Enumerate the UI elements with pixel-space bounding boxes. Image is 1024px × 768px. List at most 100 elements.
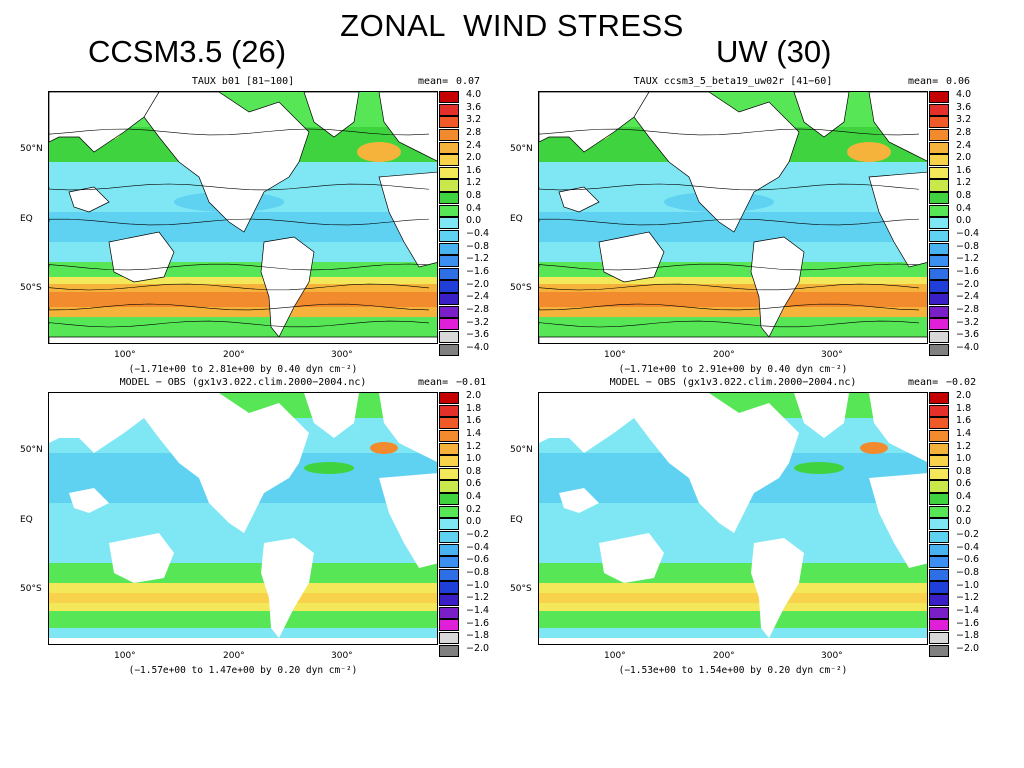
land-mask — [260, 236, 315, 338]
colorbar-tick-label: −0.4 — [466, 228, 490, 240]
colorbar-swatch — [929, 154, 949, 167]
colorbar-swatch — [439, 179, 459, 192]
colorbar-swatch — [439, 581, 459, 594]
colorbar-tick-label: −4.0 — [956, 341, 980, 353]
colorbar-swatch — [929, 192, 949, 205]
colorbar-tick-label: −2.8 — [956, 303, 980, 315]
land-mask — [628, 92, 800, 233]
colorbar-tick-label: 1.6 — [956, 415, 972, 427]
colorbar-swatch — [439, 631, 459, 645]
contour-line — [539, 218, 920, 226]
x-label-300: 300° — [331, 651, 353, 661]
colorbar-tick-label: −1.6 — [956, 265, 980, 277]
value-band — [49, 242, 437, 262]
value-band — [49, 593, 437, 603]
colorbar-tick-label: −1.4 — [466, 604, 490, 616]
land-mask — [869, 473, 927, 568]
colorbar-swatch — [929, 103, 949, 116]
y-label-50s: 50°S — [20, 584, 42, 594]
colorbar-swatch — [439, 392, 459, 405]
colorbar-swatch — [929, 442, 949, 455]
colorbar-swatch — [929, 429, 949, 443]
colorbar-swatch — [929, 631, 949, 645]
colorbar-swatch — [929, 644, 949, 657]
colorbar-swatch — [439, 568, 459, 581]
y-label-eq: EQ — [510, 515, 523, 525]
x-label-100: 100° — [114, 651, 136, 661]
land-mask — [303, 92, 360, 138]
colorbar-swatch — [929, 293, 949, 306]
colorbar-swatch — [929, 128, 949, 142]
colorbar-swatch — [929, 606, 949, 619]
colorbar-tick-label: 0.2 — [956, 503, 972, 515]
colorbar-swatch — [929, 619, 949, 632]
colorbar-swatch — [439, 594, 459, 607]
colorbar-tick-label: 0.6 — [956, 478, 972, 490]
colorbar-tick-label: 0.8 — [466, 465, 482, 477]
value-band — [539, 611, 927, 628]
colorbar — [439, 91, 459, 356]
mean-value: 0.06 — [946, 76, 971, 87]
value-band — [49, 603, 437, 611]
y-label-50n: 50°N — [510, 144, 533, 154]
colorbar — [929, 91, 949, 356]
colorbar-swatch — [929, 518, 949, 531]
land-mask — [539, 92, 650, 153]
value-band — [49, 307, 437, 317]
y-label-eq: EQ — [510, 214, 523, 224]
colorbar-tick-label: −4.0 — [466, 341, 490, 353]
colorbar-swatch — [929, 267, 949, 280]
colorbar-swatch — [929, 404, 949, 417]
colorbar-swatch — [439, 154, 459, 167]
mean-label: mean= — [418, 377, 449, 388]
colorbar-tick-label: 2.4 — [466, 139, 482, 151]
map-svg — [539, 393, 927, 644]
slide-title: ZONAL WIND STRESS — [340, 8, 684, 43]
colorbar-tick-label: 1.0 — [466, 453, 482, 465]
colorbar-tick-label: 0.0 — [466, 215, 482, 227]
x-label-300: 300° — [821, 651, 843, 661]
mean-label: mean= — [908, 76, 939, 87]
contour-line — [49, 218, 430, 226]
colorbar-swatch — [439, 518, 459, 531]
colorbar-swatch — [929, 530, 949, 544]
value-band — [539, 317, 927, 337]
colorbar-tick-label: 1.2 — [956, 177, 972, 189]
value-band — [49, 317, 437, 337]
land-mask — [109, 533, 174, 583]
zonal-wind-stress-map — [48, 91, 438, 344]
colorbar-tick-label: 2.8 — [466, 126, 482, 138]
colorbar-swatch — [439, 530, 459, 544]
value-band — [539, 593, 927, 603]
colorbar-swatch — [439, 305, 459, 318]
colorbar-swatch — [929, 594, 949, 607]
colorbar-swatch — [929, 116, 949, 129]
colorbar-tick-label: 1.2 — [466, 440, 482, 452]
y-label-50n: 50°N — [20, 445, 43, 455]
colorbar-swatch — [929, 417, 949, 430]
colorbar-swatch — [439, 91, 459, 104]
colorbar-tick-label: 3.6 — [466, 101, 482, 113]
value-band — [539, 307, 927, 317]
colorbar-tick-label: 1.2 — [466, 177, 482, 189]
colorbar-tick-label: −2.4 — [466, 291, 490, 303]
value-blob — [860, 442, 888, 454]
land-mask — [108, 231, 175, 283]
colorbar-tick-label: −1.2 — [466, 592, 490, 604]
contour-line — [539, 283, 920, 291]
colorbar-tick-label: −3.2 — [466, 316, 490, 328]
land-mask — [751, 538, 804, 638]
colorbar-tick-label: −3.6 — [466, 329, 490, 341]
value-blob — [370, 442, 398, 454]
colorbar-swatch — [929, 242, 949, 255]
colorbar-labels: 4.0 3.6 3.2 2.8 2.4 2.0 1.6 1.2 0.8 0.4 0.0 −0.4 −0.… — [466, 89, 489, 354]
y-label-50n: 50°N — [510, 445, 533, 455]
model-minus-obs-map — [538, 392, 928, 645]
colorbar-tick-label: −1.2 — [956, 592, 980, 604]
colorbar-tick-label: 1.6 — [466, 415, 482, 427]
colorbar-swatch — [439, 556, 459, 569]
contour-range: (−1.71e+00 to 2.81e+00 by 0.40 dyn cm⁻²) — [128, 364, 358, 375]
colorbar-tick-label: −1.2 — [466, 253, 490, 265]
contour-line — [539, 303, 920, 311]
land-mask — [868, 92, 927, 162]
